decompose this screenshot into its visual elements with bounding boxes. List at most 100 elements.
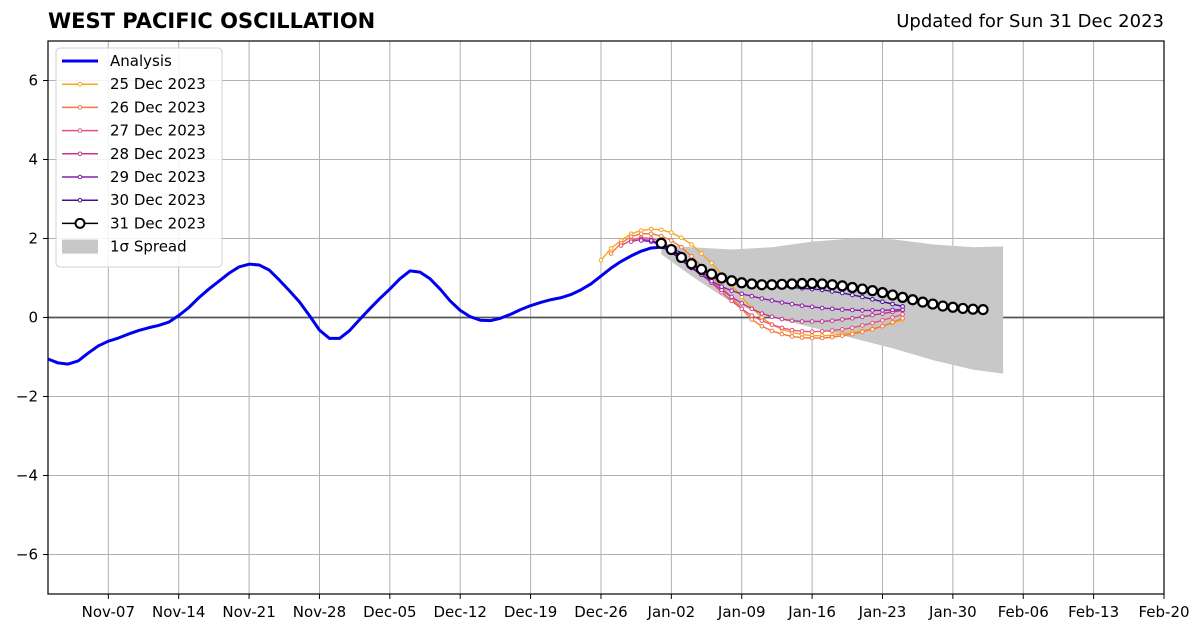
chart-title: WEST PACIFIC OSCILLATION	[48, 9, 376, 33]
forecast-point	[809, 335, 815, 341]
forecast-point	[839, 327, 845, 332]
x-tick-label: Nov-07	[82, 603, 135, 621]
forecast-point	[870, 327, 875, 332]
forecast-point	[719, 284, 724, 289]
forecast-point	[618, 243, 624, 248]
forecast-point	[860, 294, 865, 300]
forecast-point	[799, 303, 805, 308]
forecast-point	[836, 280, 848, 292]
forecast-point	[850, 315, 855, 321]
forecast-point	[947, 301, 959, 313]
forecast-point	[779, 325, 785, 331]
forecast-point	[850, 307, 855, 313]
legend-label: 28 Dec 2023	[110, 145, 206, 163]
forecast-point	[769, 298, 775, 303]
forecast-point	[598, 257, 604, 263]
forecast-point	[679, 235, 684, 241]
forecast-point	[826, 279, 838, 291]
forecast-point	[896, 291, 909, 303]
forecast-point	[789, 301, 795, 307]
forecast-point	[648, 226, 654, 232]
axes: Nov-07 Nov-14 Nov-21 Nov-28 Dec-05 Dec-12 Dec-…	[16, 40, 1190, 621]
x-tick-label: Nov-21	[222, 603, 275, 621]
legend-label: 26 Dec 2023	[110, 98, 206, 116]
forecast-point	[709, 260, 714, 266]
series-lines	[47, 226, 989, 366]
x-tick-label: Jan-02	[647, 603, 696, 621]
forecast-point	[890, 319, 895, 325]
legend-swatch	[62, 239, 98, 254]
forecast-point	[809, 304, 815, 310]
forecast-point	[839, 290, 845, 296]
forecast-point	[907, 294, 919, 306]
y-tick-label: 0	[28, 309, 38, 327]
forecast-point	[729, 294, 734, 300]
x-tick-label: Feb-06	[998, 603, 1049, 621]
forecast-point	[759, 323, 765, 329]
forecast-point	[880, 323, 885, 329]
forecast-point	[809, 319, 815, 324]
forecast-point	[779, 300, 785, 305]
forecast-point	[839, 307, 845, 312]
legend-marker	[77, 81, 83, 87]
forecast-point	[799, 335, 805, 340]
forecast-point	[709, 278, 714, 284]
forecast-point	[695, 263, 708, 275]
forecast-point	[685, 258, 698, 270]
forecast-point	[957, 302, 969, 315]
forecast-point	[880, 299, 885, 305]
forecast-point	[776, 278, 788, 290]
x-tick-label: Nov-14	[152, 603, 205, 621]
legend-label: 27 Dec 2023	[110, 122, 206, 140]
forecast-point	[890, 315, 895, 320]
forecast-point	[860, 323, 865, 328]
x-tick-label: Feb-13	[1068, 603, 1119, 621]
forecast-point	[870, 312, 875, 318]
forecast-point	[796, 277, 808, 290]
forecast-point	[866, 285, 879, 297]
x-tick-label: Nov-28	[293, 603, 346, 621]
forecast-point	[699, 251, 704, 256]
y-tick-label: −6	[16, 546, 38, 564]
forecast-point	[716, 272, 728, 284]
forecast-point	[816, 278, 828, 290]
forecast-point	[739, 291, 745, 297]
forecast-point	[850, 325, 855, 331]
forecast-point	[799, 329, 805, 334]
forecast-point	[927, 298, 939, 310]
forecast-point	[860, 314, 865, 320]
y-tick-label: 6	[28, 72, 38, 90]
forecast-point	[819, 335, 825, 341]
forecast-point	[769, 314, 775, 320]
forecast-point	[669, 230, 674, 235]
forecast-point	[736, 277, 748, 289]
legend-marker	[74, 217, 86, 229]
forecast-point	[638, 238, 644, 243]
forecast-point	[819, 319, 825, 324]
forecast-point	[789, 327, 795, 333]
x-tick-label: Dec-26	[574, 603, 628, 621]
forecast-point	[900, 315, 905, 321]
forecast-point	[967, 303, 979, 315]
spread-area	[661, 238, 1004, 374]
forecast-point	[759, 318, 765, 323]
forecast-point	[900, 304, 905, 309]
forecast-point	[870, 297, 875, 302]
forecast-point	[806, 277, 818, 290]
forecast-point	[689, 253, 694, 259]
legend-marker	[77, 197, 83, 203]
legend-label: 31 Dec 2023	[110, 214, 206, 232]
legend-label: 1σ Spread	[110, 238, 187, 256]
y-tick-label: −2	[16, 388, 38, 406]
forecast-point	[799, 319, 805, 324]
analysis-line	[47, 245, 682, 366]
forecast-point	[669, 238, 674, 243]
forecast-point	[749, 293, 755, 299]
forecast-point	[789, 334, 795, 339]
x-tick-label: Dec-12	[433, 603, 487, 621]
forecast-point	[749, 306, 755, 312]
x-tick-label: Jan-16	[787, 603, 836, 621]
forecast-point	[789, 318, 795, 323]
forecast-point	[819, 305, 825, 311]
